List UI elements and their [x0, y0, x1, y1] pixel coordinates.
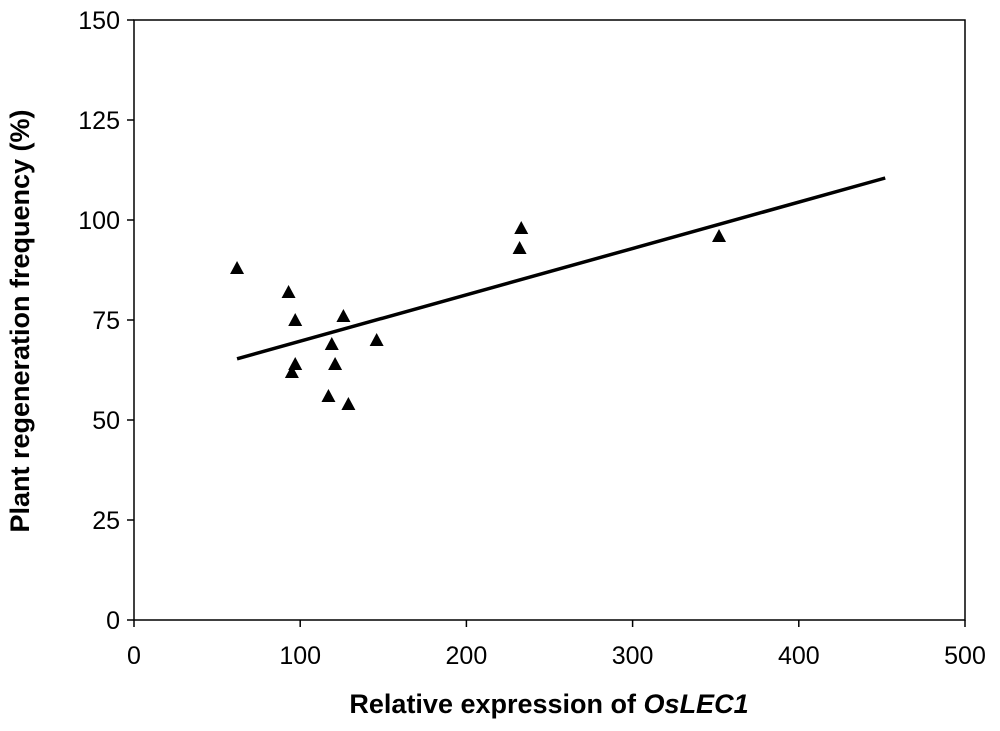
data-point — [512, 241, 527, 254]
data-point — [712, 229, 727, 242]
x-axis-title: Relative expression of OsLEC1 — [349, 689, 748, 719]
y-tick-label: 0 — [106, 607, 120, 635]
x-axis: 0 100 200 300 400 500 — [127, 620, 986, 670]
x-axis-title-gene: OsLEC1 — [644, 689, 749, 719]
plot-area — [133, 19, 966, 621]
data-point — [288, 357, 303, 370]
data-point — [328, 357, 343, 370]
data-point — [324, 337, 339, 350]
data-point — [369, 333, 384, 346]
y-axis: 0 25 50 75 100 125 150 — [78, 7, 134, 635]
x-axis-title-text: Relative expression of — [349, 689, 637, 719]
x-tick-label: 300 — [612, 642, 654, 670]
data-point — [284, 365, 299, 378]
x-tick-label: 400 — [778, 642, 820, 670]
x-tick-label: 100 — [279, 642, 321, 670]
y-tick-label: 25 — [92, 507, 120, 535]
data-point — [321, 389, 336, 402]
trendline — [236, 176, 886, 361]
trendline-layer — [236, 176, 886, 361]
y-tick-label: 125 — [78, 107, 120, 135]
data-points — [230, 221, 727, 410]
y-tick-label: 75 — [92, 307, 120, 335]
y-tick-label: 150 — [78, 7, 120, 35]
y-tick-label: 100 — [78, 207, 120, 235]
x-tick-label: 0 — [127, 642, 141, 670]
x-tick-label: 200 — [446, 642, 488, 670]
y-tick-label: 50 — [92, 407, 120, 435]
data-point — [341, 397, 356, 410]
y-axis-title: Plant regeneration frequency (%) — [5, 109, 35, 532]
data-point — [514, 221, 529, 234]
x-tick-label: 500 — [944, 642, 986, 670]
data-point — [230, 261, 245, 274]
plot-frame — [133, 19, 966, 621]
data-point — [336, 309, 351, 322]
data-point — [288, 313, 303, 326]
data-point — [281, 285, 296, 298]
